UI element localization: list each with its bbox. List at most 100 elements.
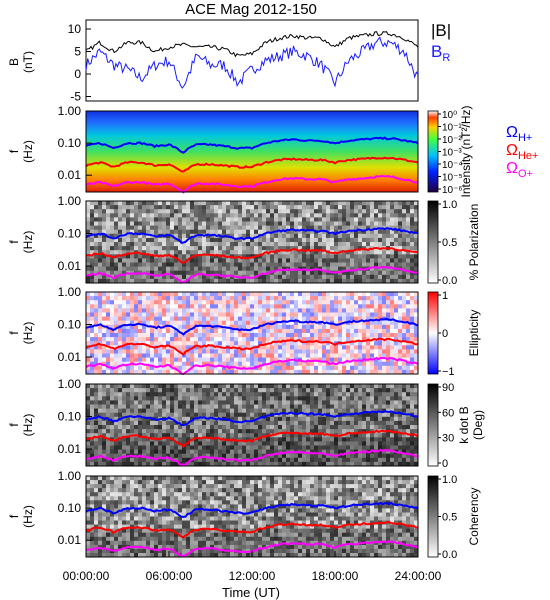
field-y-label-1: B	[7, 58, 21, 66]
spectrogram-panel-intensity: 1.00 0.10 0.01 f (Hz) 10⁰ 10⁻¹10⁻² 10⁻³10⁻⁴ 10⁻⁵…	[7, 104, 473, 198]
freq-y-tick-label: 1.00	[58, 285, 82, 299]
polarization-heatmap	[86, 201, 419, 284]
gyrofrequency-he-line	[85, 156, 419, 173]
colorbar-tick-label: 10⁰	[442, 110, 457, 121]
x-tick-label: 12:00:00	[229, 569, 276, 583]
gyrofrequency-h-line	[85, 227, 419, 244]
legend-gyro-He: ΩHe+	[506, 142, 538, 162]
freq-y-tick-label: 1.00	[58, 469, 82, 483]
freq-y-label-1: f	[7, 240, 21, 244]
intensity-heatmap	[86, 111, 418, 192]
chart-title: ACE Mag 2012-150	[185, 1, 317, 18]
field-y-tick-label: 5	[74, 45, 81, 59]
colorbar-tick-label: 10⁻²	[442, 135, 462, 146]
field-y-tick-label: 10	[68, 22, 82, 36]
gyrofrequency-o-line	[85, 175, 419, 194]
freq-y-label-2: (Hz)	[21, 322, 35, 345]
x-tick-label: 00:00:00	[63, 569, 110, 583]
freq-y-label-2: (Hz)	[21, 414, 35, 437]
field-y-label-2: (nT)	[21, 51, 35, 73]
colorbar-tick-label: −1	[442, 366, 455, 378]
k-dot-b-frame	[85, 383, 419, 467]
series-br-line	[85, 36, 419, 89]
polarization-colorbar	[427, 200, 439, 284]
gyrofrequency-h-line	[85, 136, 419, 154]
spectrogram-panel-polarization: 1.00 0.10 0.01 f (Hz) 1.0 0.5 0.0 % Polarization	[7, 194, 481, 287]
ellipticity-colorbar	[427, 291, 439, 375]
ellipticity-heatmap	[86, 292, 419, 375]
freq-y-tick-label: 0.01	[58, 442, 82, 456]
colorbar-tick-label: 30	[442, 433, 454, 445]
colorbar-tick-label: 0.0	[442, 275, 457, 287]
gyrofrequency-h-line	[85, 410, 419, 427]
k-dot-b-heatmap	[86, 384, 419, 467]
intensity-colorbar	[427, 110, 439, 193]
freq-y-tick-label: 0.01	[58, 168, 82, 182]
legend-br: BR	[431, 42, 450, 64]
colorbar-tick-label: 60	[442, 407, 454, 419]
gyrofrequency-o-line	[85, 265, 419, 284]
colorbar-tick-label: 10⁻⁴	[442, 160, 463, 171]
freq-y-label-1: f	[7, 331, 21, 335]
freq-y-tick-label: 0.10	[58, 227, 82, 241]
coherency-colorbar	[427, 475, 439, 558]
colorbar-tick-label: 10⁻³	[442, 148, 462, 159]
freq-y-label-1: f	[7, 514, 21, 518]
freq-y-tick-label: 0.10	[58, 410, 82, 424]
freq-y-tick-label: 0.01	[58, 350, 82, 364]
legend-btotal: |B|	[431, 21, 451, 40]
freq-y-tick-label: 1.00	[58, 104, 82, 118]
field-panel-frame	[85, 19, 419, 102]
gyrofrequency-o-line	[85, 448, 419, 466]
colorbar-tick-label: 0	[442, 458, 448, 470]
colorbar-label-2: (Deg)	[471, 410, 485, 440]
freq-y-tick-label: 0.10	[58, 501, 82, 515]
freq-y-tick-label: 0.01	[58, 533, 82, 547]
field-y-tick-label: -5	[70, 90, 81, 104]
colorbar-tick-label: 0.5	[442, 237, 457, 249]
freq-y-label-2: (Hz)	[21, 140, 35, 163]
freq-y-tick-label: 0.10	[58, 318, 82, 332]
gyrofrequency-he-line	[85, 246, 419, 264]
colorbar-tick-label: 0	[442, 328, 448, 340]
spectrogram-panel-coherency: 1.00 0.10 0.01 f (Hz) 1.0 0.5 0.0 Coherency	[7, 469, 481, 561]
colorbar-tick-label: 1.0	[442, 199, 457, 211]
series-btotal-line	[85, 31, 419, 58]
colorbar-tick-label: 90	[442, 382, 454, 394]
freq-y-label-1: f	[7, 149, 21, 153]
gyrofrequency-h-line	[85, 317, 419, 336]
x-axis-label: Time (UT)	[222, 585, 280, 600]
freq-y-tick-label: 1.00	[58, 377, 82, 391]
spectrogram-panel-k-dot-b: 1.00 0.10 0.01 f (Hz) 90 60 30 0 k dot B (Deg)	[7, 377, 485, 470]
gyrofrequency-o-line	[85, 356, 419, 376]
colorbar-tick-label: 0.0	[442, 549, 457, 561]
k-dot-b-colorbar	[427, 383, 439, 467]
polarization-frame	[85, 200, 419, 284]
colorbar-label: Ellipticity	[467, 310, 481, 357]
colorbar-tick-label: 10⁻⁵	[442, 173, 463, 184]
x-tick-label: 18:00:00	[312, 569, 359, 583]
gyrofrequency-he-line	[85, 520, 419, 539]
field-y-tick-label: 0	[74, 67, 81, 81]
legend-gyro-O: ΩO+	[506, 160, 533, 180]
freq-y-tick-label: 1.00	[58, 194, 82, 208]
gyrofrequency-h-line	[85, 501, 419, 518]
gyrofrequency-he-line	[85, 337, 419, 357]
colorbar-tick-label: 1.0	[442, 474, 457, 486]
spectrogram-panel-ellipticity: 1.00 0.10 0.01 f (Hz) 1 0 −1 Ellipticity	[7, 285, 481, 378]
intensity-frame	[85, 110, 419, 193]
colorbar-tick-label: 10⁻¹	[442, 123, 462, 134]
x-tick-label: 06:00:00	[146, 569, 193, 583]
colorbar-tick-label: 10⁻⁶	[442, 185, 463, 196]
colorbar-label: % Polarization	[467, 204, 481, 281]
x-tick-label: 24:00:00	[395, 569, 442, 583]
colorbar-label: Coherency	[467, 487, 481, 545]
freq-y-tick-label: 0.10	[58, 136, 82, 150]
colorbar-label: Intensity (nT²/Hz)	[459, 105, 473, 197]
freq-y-label-2: (Hz)	[21, 505, 35, 528]
colorbar-tick-label: 1	[442, 290, 448, 302]
legend-gyro-H: ΩH+	[506, 124, 532, 144]
freq-y-label-2: (Hz)	[21, 231, 35, 254]
coherency-heatmap	[86, 476, 419, 558]
freq-y-tick-label: 0.01	[58, 259, 82, 273]
